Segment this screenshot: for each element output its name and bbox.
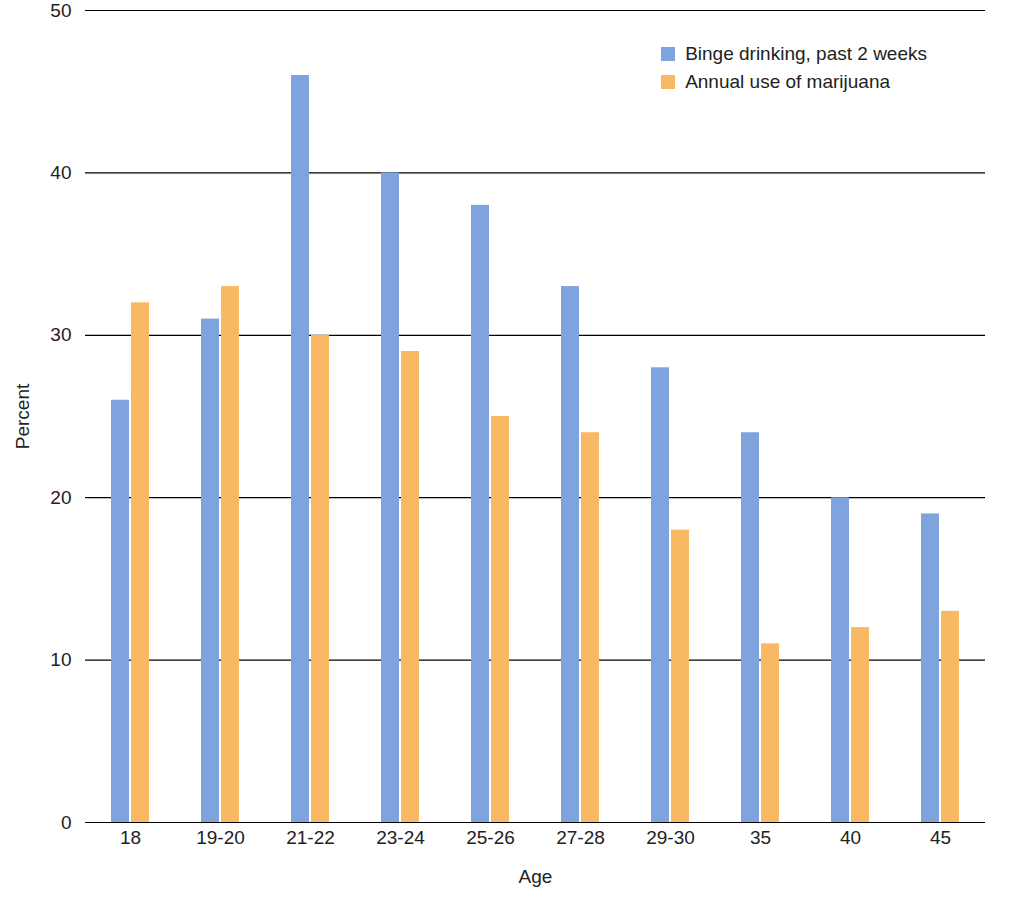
svg-text:0: 0 [61, 812, 72, 833]
svg-text:45: 45 [930, 827, 951, 848]
svg-text:30: 30 [50, 324, 71, 345]
svg-text:10: 10 [50, 649, 71, 670]
html-text:Binge drinking, past 2 weeks: Binge drinking, past 2 weeks [685, 43, 927, 64]
svg-text:40: 40 [840, 827, 861, 848]
svg-text:25-26: 25-26 [466, 827, 515, 848]
svg-text:21-22: 21-22 [286, 827, 335, 848]
svg-text:20: 20 [50, 487, 71, 508]
svg-text:19-20: 19-20 [196, 827, 245, 848]
svg-text:27-28: 27-28 [556, 827, 605, 848]
svg-text:18: 18 [120, 827, 141, 848]
svg-text:Age: Age [519, 866, 553, 887]
svg-text:50: 50 [50, 0, 71, 21]
svg-text:29-30: 29-30 [646, 827, 695, 848]
svg-text:Percent: Percent [12, 383, 33, 449]
html-text:Annual use of marijuana: Annual use of marijuana [685, 71, 890, 92]
svg-text:23-24: 23-24 [376, 827, 425, 848]
svg-text:40: 40 [50, 162, 71, 183]
svg-text:35: 35 [750, 827, 771, 848]
